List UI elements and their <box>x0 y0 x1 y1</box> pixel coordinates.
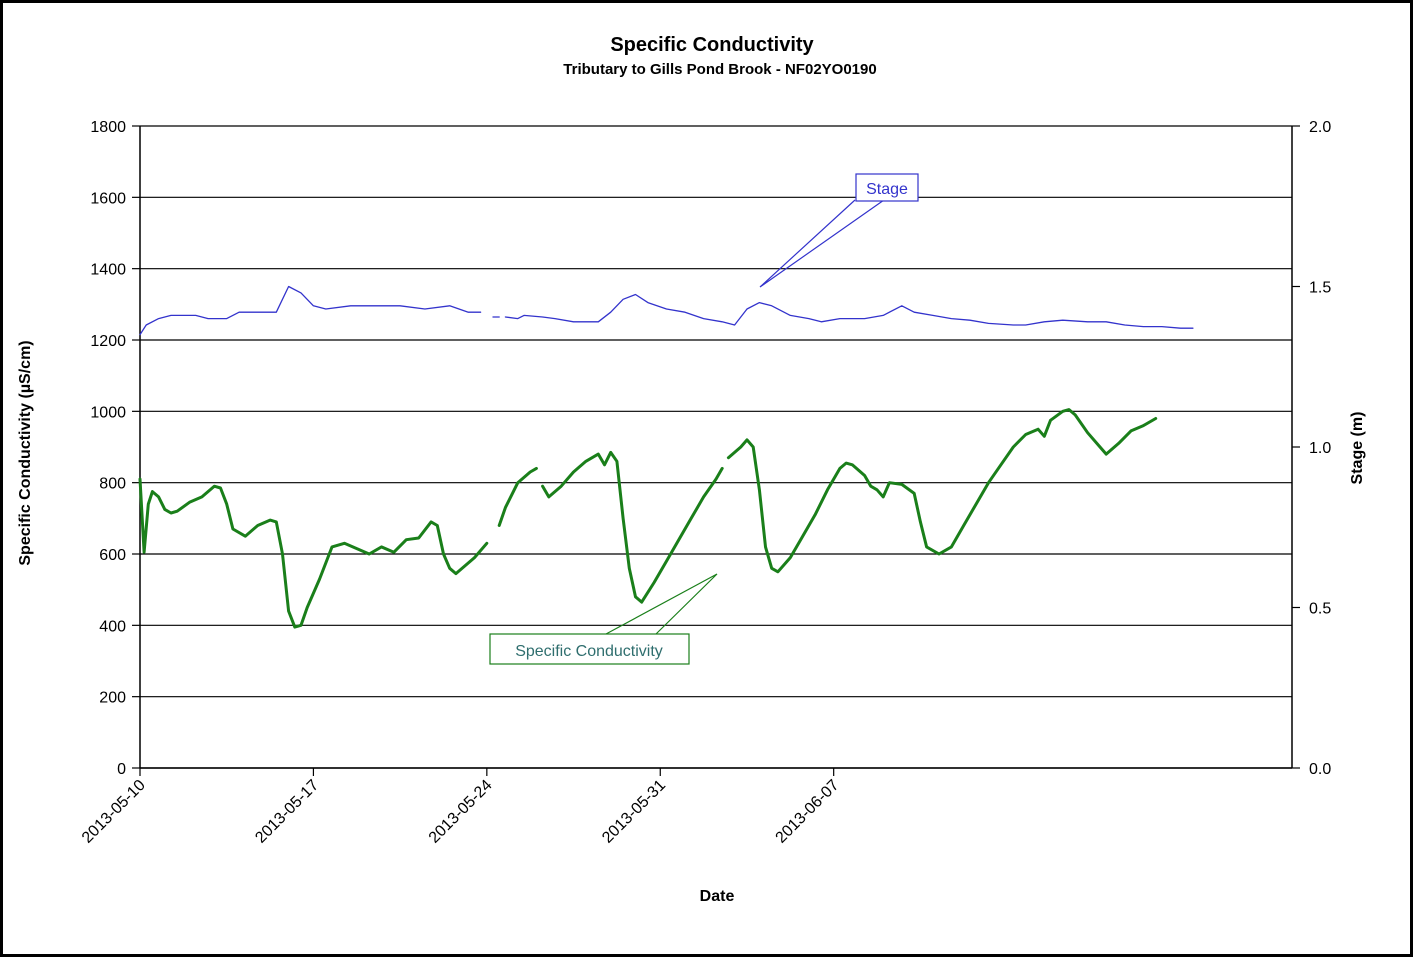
callouts: Stage Specific Conductivity <box>489 173 919 665</box>
chart-title: Specific Conductivity <box>610 34 814 56</box>
y-left-tick-label: 1400 <box>90 262 126 279</box>
callout-label-stage: Stage <box>866 181 908 198</box>
x-axis-label: Date <box>700 888 735 905</box>
y-left-tick-label: 1600 <box>90 190 126 207</box>
series-stage <box>139 285 1194 336</box>
series-line <box>497 466 538 527</box>
y-left-tick-label: 1000 <box>90 404 126 421</box>
callout-label-conductivity: Specific Conductivity <box>515 643 663 660</box>
y-right-tick-label: 2.0 <box>1309 119 1331 136</box>
callout-leader-stage <box>759 199 885 288</box>
y-right-tick-label: 1.0 <box>1309 440 1331 457</box>
y-left-tick-label: 400 <box>99 618 126 635</box>
series-line <box>139 285 482 336</box>
y-left-tick-label: 1800 <box>90 119 126 136</box>
y-axis-left-label: Specific Conductivity (µS/cm) <box>17 340 34 565</box>
y-left-tick-label: 200 <box>99 690 126 707</box>
callout-leader-conductivity <box>605 573 718 635</box>
series-specific-conductivity <box>138 408 1158 629</box>
chart-subtitle: Tributary to Gills Pond Brook - NF02YO01… <box>563 61 876 78</box>
series-line <box>541 450 724 604</box>
series-line <box>504 293 1194 329</box>
y-left-tick-label: 1200 <box>90 333 126 350</box>
callout-box-stage <box>855 173 919 202</box>
y-right-tick-label: 0.0 <box>1309 761 1331 778</box>
series-line <box>726 408 1158 574</box>
y-left-tick-label: 0 <box>117 761 126 778</box>
y-left-tick-label: 800 <box>99 476 126 493</box>
y-right-tick-label: 0.5 <box>1309 601 1331 618</box>
series-layer <box>138 285 1194 629</box>
y-axis-right-label: Stage (m) <box>1349 412 1366 485</box>
y-right-tick-label: 1.5 <box>1309 280 1331 297</box>
callout-box-conductivity <box>489 633 690 665</box>
gridlines <box>140 125 1292 769</box>
series-line <box>138 477 489 629</box>
y-left-tick-label: 600 <box>99 547 126 564</box>
